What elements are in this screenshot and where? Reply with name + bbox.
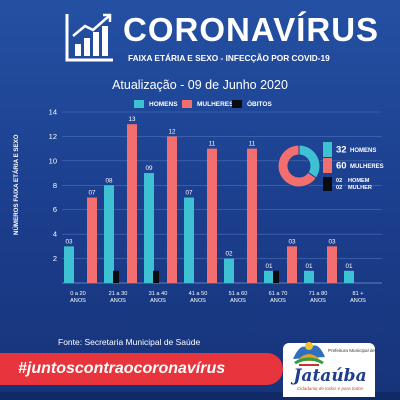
summary-count-mulheres: 60 (336, 161, 347, 172)
bar-homens (264, 270, 274, 283)
logo-city-name: Jataúba (293, 366, 367, 386)
legend-label-homens: HOMENS (149, 100, 178, 108)
y-tick-label: 4 (53, 230, 57, 239)
bar-homens (104, 185, 114, 283)
y-tick-label: 14 (49, 108, 57, 117)
summary-swatch-homens (323, 142, 332, 157)
data-label-mulheres: 07 (88, 190, 96, 197)
bar-homens (184, 197, 194, 283)
hashtag-text: #juntoscontraocoronavírus (18, 360, 226, 377)
data-label-homens: 01 (305, 263, 313, 270)
y-tick-label: 6 (53, 205, 57, 214)
x-tick-label: 21 a 30 (109, 291, 128, 297)
data-label-homens: 01 (345, 263, 353, 270)
x-tick-label-unit: ANOS (230, 298, 246, 304)
bar-homens (344, 270, 354, 283)
x-tick-label: 61 a 70 (269, 291, 288, 297)
summary-swatch-mulheres (323, 158, 332, 173)
summary-text-mulheres: MULHERES (350, 164, 384, 170)
bar-mulheres (207, 148, 217, 283)
data-label-homens: 09 (145, 165, 153, 172)
bar-mulheres (167, 136, 177, 283)
x-tick-label: 31 a 40 (149, 291, 168, 297)
logo-slogan: Cidadania de todos e para todos (296, 386, 364, 391)
x-tick-label: 0 a 20 (70, 291, 86, 297)
legend-label-mulheres: MULHERES (197, 100, 234, 108)
bar-obitos (273, 270, 279, 283)
bar-homens (144, 173, 154, 283)
summary-swatch-obitos (323, 177, 332, 191)
y-axis-title: NÚMEROS FAIXA ETÁRIA E SEXO (13, 134, 20, 235)
legend-item-obitos: ÓBITOS (232, 98, 272, 110)
bar-obitos (153, 270, 159, 283)
y-tick-label: 2 (53, 254, 57, 263)
data-label-homens: 07 (185, 190, 193, 197)
update-date: Atualização - 09 de Junho 2020 (112, 78, 288, 92)
legend-item-homens: HOMENS (134, 98, 178, 110)
legend-swatch-homens (134, 100, 144, 108)
summary-count-homens: 32 (336, 145, 347, 156)
x-tick-label: 41 a 50 (189, 291, 208, 297)
legend-item-mulheres: MULHERES (182, 98, 233, 110)
y-tick-label: 12 (49, 132, 57, 141)
x-tick-label-unit: ANOS (150, 298, 166, 304)
bar-mulheres (287, 246, 297, 283)
summary-deaths-text: HOMEM (348, 178, 370, 184)
summary-deaths-text: MULHER (348, 185, 372, 191)
x-tick-label: 51 a 60 (229, 291, 248, 297)
municipality-emblem-icon (293, 342, 325, 366)
summary-deaths-count: 02 (336, 185, 342, 191)
legend-label-obitos: ÓBITOS (247, 100, 272, 108)
data-label-mulheres: 03 (288, 238, 296, 245)
bar-homens (64, 246, 74, 283)
x-tick-label: 71 a 80 (309, 291, 328, 297)
bar-homens (224, 258, 234, 283)
page-subtitle: FAIXA ETÁRIA E SEXO - INFECÇÃO POR COVID… (128, 53, 330, 63)
x-tick-label: 81 + (352, 291, 363, 297)
data-label-mulheres: 11 (209, 141, 216, 148)
data-label-mulheres: 03 (328, 238, 336, 245)
bar-obitos (113, 270, 119, 283)
hashtag-banner: #juntoscontraocoronavírus (0, 353, 283, 385)
page-title: CORONAVÍRUS (123, 11, 380, 48)
source-note: Fonte: Secretaria Municipal de Saúde (58, 337, 201, 347)
footer-strip (0, 392, 400, 400)
data-label-homens: 03 (65, 238, 73, 245)
bar-homens (304, 270, 314, 283)
data-label-mulheres: 11 (249, 141, 256, 148)
summary-text-homens: HOMENS (350, 148, 376, 154)
summary-deaths-count: 02 (336, 178, 342, 184)
data-label-mulheres: 12 (168, 128, 176, 135)
y-tick-label: 10 (49, 156, 57, 165)
x-tick-label-unit: ANOS (310, 298, 326, 304)
data-label-homens: 08 (105, 177, 113, 184)
x-tick-label-unit: ANOS (110, 298, 126, 304)
bar-mulheres (127, 124, 137, 283)
data-label-homens: 02 (225, 251, 233, 258)
logo-top-label: Prefeitura Municipal de (328, 348, 375, 353)
bar-mulheres (247, 148, 257, 283)
bar-mulheres (327, 246, 337, 283)
x-tick-label-unit: ANOS (350, 298, 366, 304)
data-label-homens: 01 (265, 263, 273, 270)
x-tick-label-unit: ANOS (270, 298, 286, 304)
y-tick-label: 8 (53, 181, 57, 190)
x-tick-label-unit: ANOS (190, 298, 206, 304)
data-label-mulheres: 13 (128, 116, 136, 123)
growth-chart-icon (65, 13, 113, 62)
bar-mulheres (87, 197, 97, 283)
legend-swatch-obitos (232, 100, 242, 108)
legend-swatch-mulheres (182, 100, 192, 108)
x-tick-label-unit: ANOS (70, 298, 86, 304)
donut-slice-mulheres (277, 144, 317, 188)
